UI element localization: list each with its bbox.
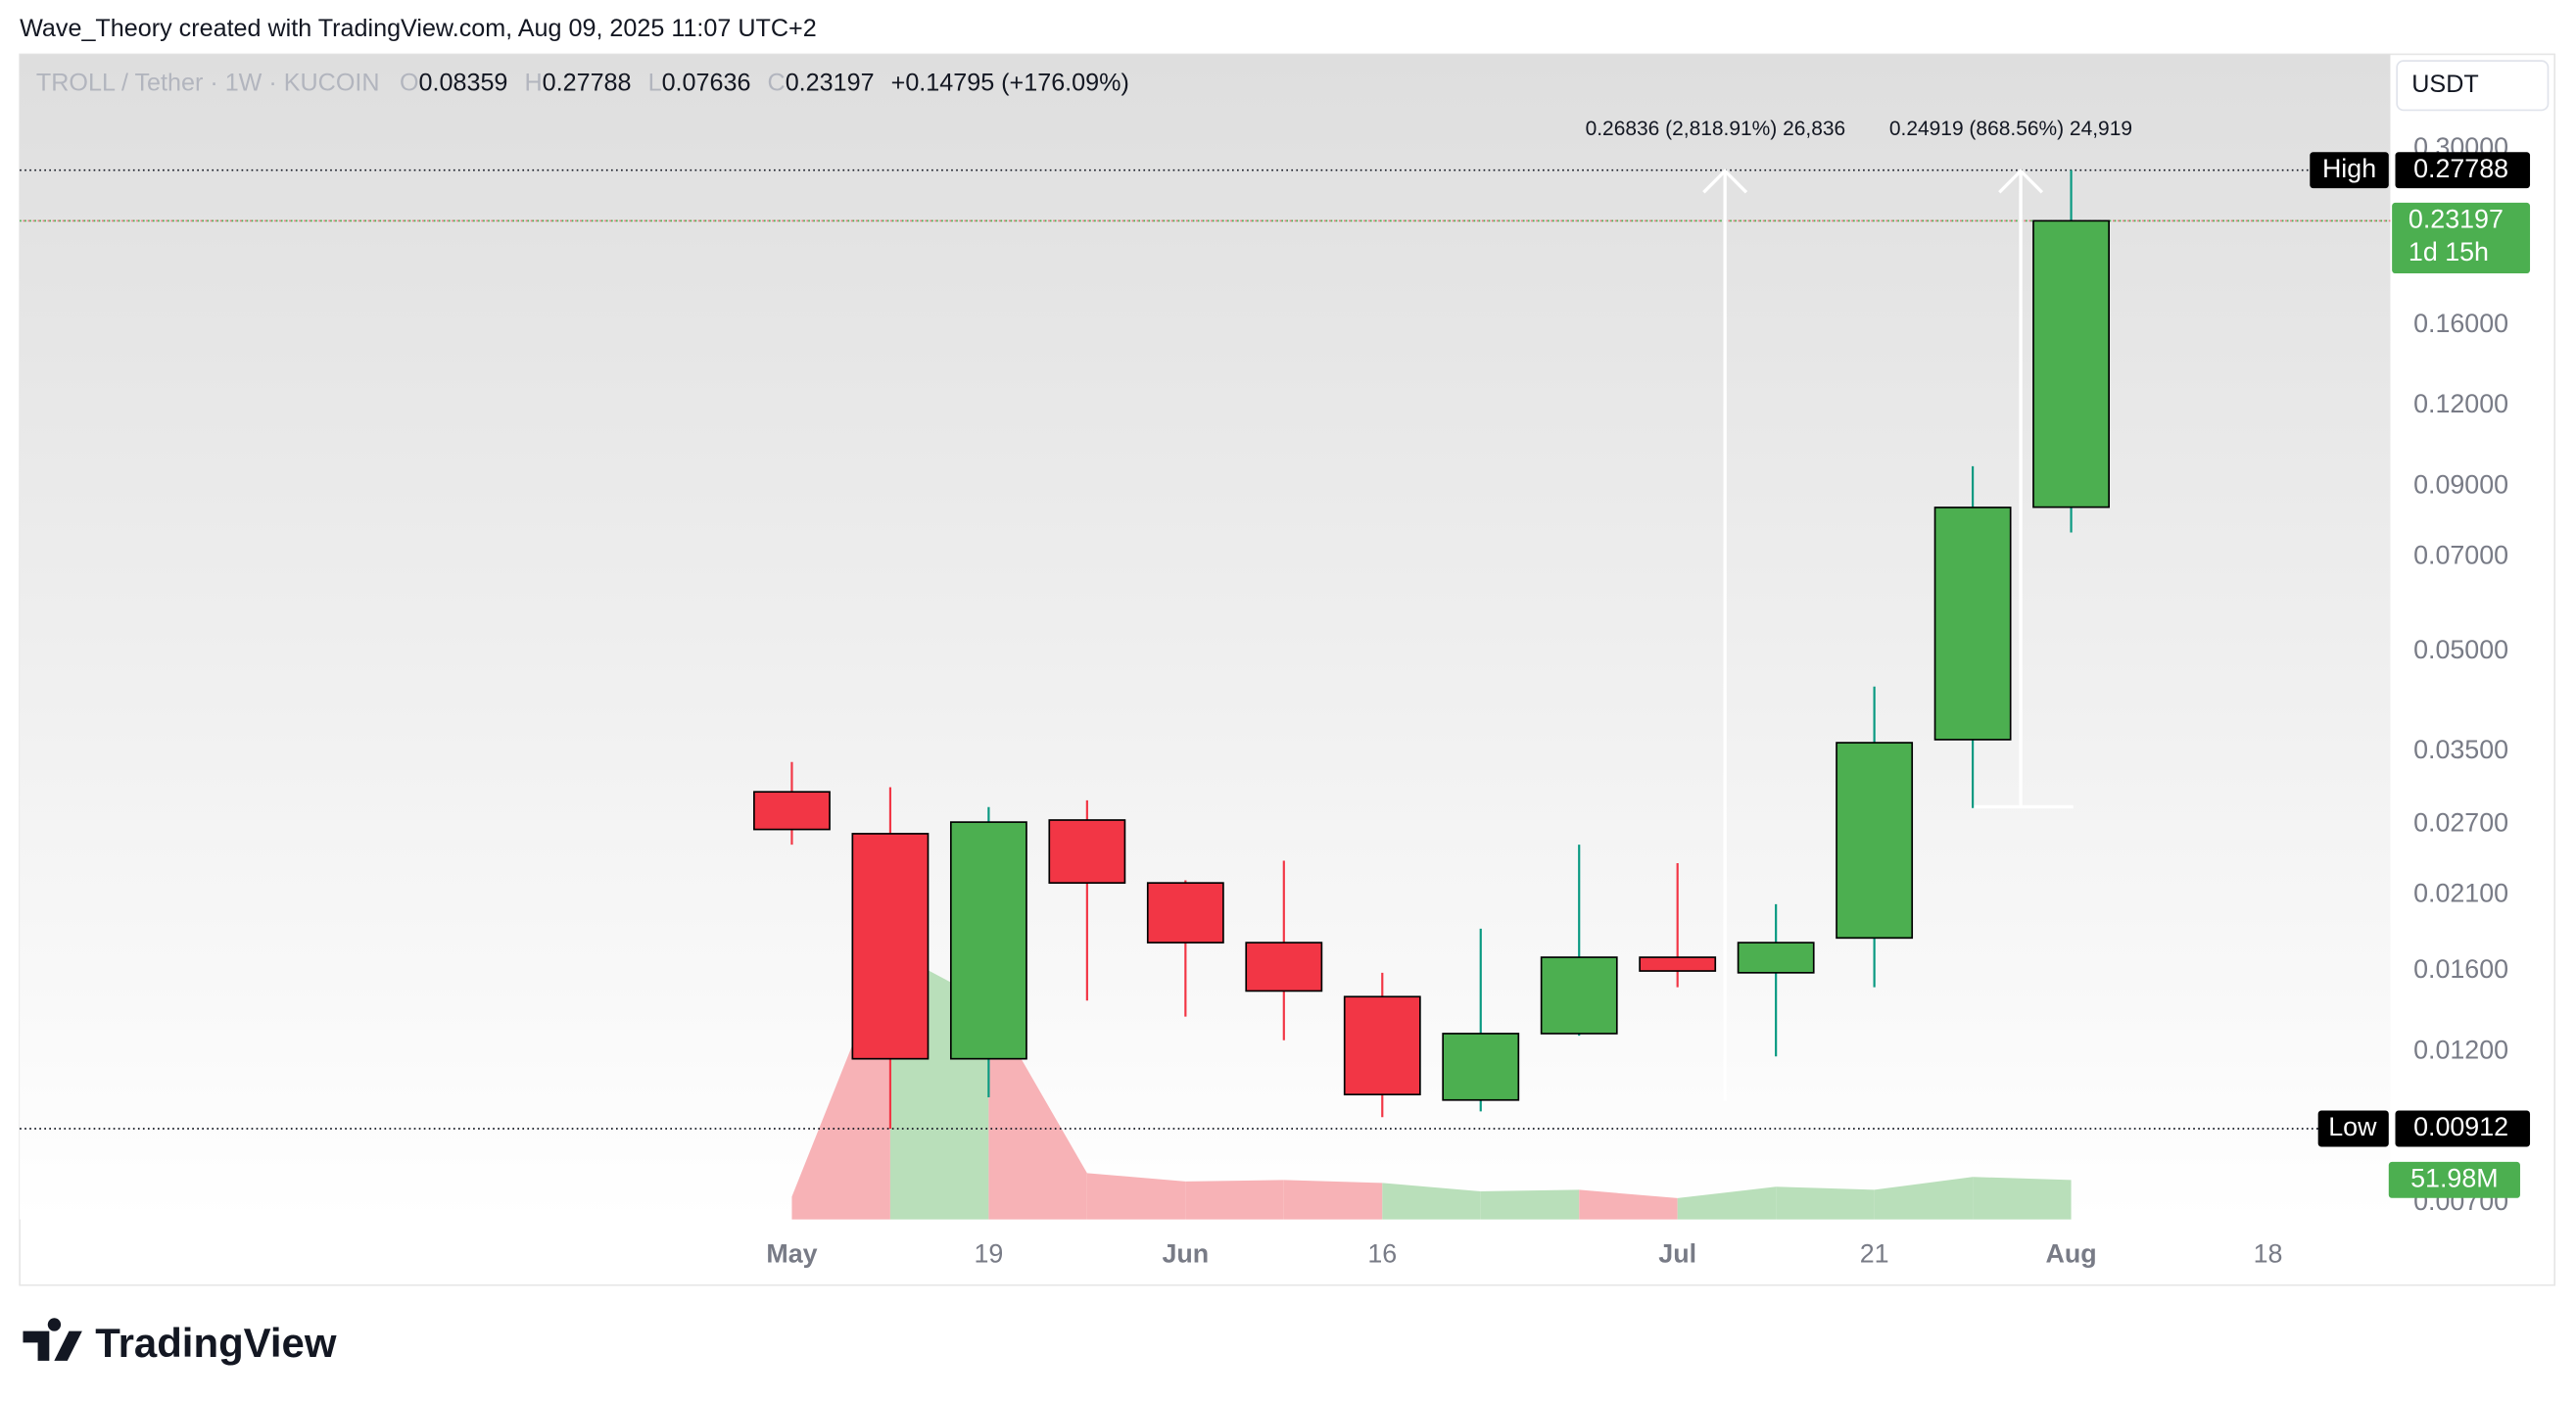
x-tick-label: 16 xyxy=(1367,1239,1397,1269)
low-tag xyxy=(2317,1110,2389,1147)
candle-body xyxy=(1048,819,1126,885)
x-tick-label: 21 xyxy=(1860,1239,1889,1269)
y-tick-label: 0.02700 xyxy=(2413,807,2508,837)
x-tick-label: 18 xyxy=(2254,1239,2283,1269)
low-label: Low xyxy=(2328,1112,2377,1141)
volume-area xyxy=(1677,1186,1777,1220)
candle-body xyxy=(1737,942,1815,974)
y-tick-label: 0.12000 xyxy=(2413,389,2508,418)
x-tick-label: Jul xyxy=(1658,1239,1696,1269)
y-tick-label: 0.02100 xyxy=(2413,878,2508,907)
candle-body xyxy=(753,791,831,831)
high-value-tag xyxy=(2395,152,2531,189)
volume-label: 51.98M xyxy=(2410,1163,2498,1192)
y-tick-label: 0.05000 xyxy=(2413,635,2508,664)
high-tag xyxy=(2310,152,2389,189)
legend-high: 0.27788 xyxy=(543,69,632,96)
candle-body xyxy=(1343,995,1421,1095)
volume-area xyxy=(1086,1173,1186,1220)
currency-button[interactable] xyxy=(2396,60,2550,112)
low-value: 0.00912 xyxy=(2413,1112,2508,1141)
candle-body xyxy=(1836,742,1914,940)
symbol-title: TROLL / Tether · 1W · KUCOIN xyxy=(36,69,380,96)
volume-tag xyxy=(2388,1161,2520,1198)
measure-arrows xyxy=(1702,169,2074,1101)
legend-low: 0.07636 xyxy=(662,69,751,96)
brand: TradingView xyxy=(95,1320,337,1366)
volume-area xyxy=(1874,1177,1974,1220)
candle-body xyxy=(2032,219,2110,508)
last-price-tag xyxy=(2392,202,2531,274)
candle-body xyxy=(1146,882,1224,943)
legend-letter: C xyxy=(768,69,786,96)
currency[interactable]: USDT xyxy=(2411,71,2478,98)
volume-area xyxy=(1973,1177,2072,1220)
legend-line: TROLL / Tether · 1W · KUCOIN O0.08359 H0… xyxy=(36,69,1129,96)
volume-area xyxy=(1382,1183,1481,1220)
logo: TradingView xyxy=(23,1318,337,1366)
logo-mark xyxy=(23,1318,82,1361)
x-tick-label: Aug xyxy=(2045,1239,2096,1269)
countdown: 1d 15h xyxy=(2409,237,2489,266)
legend-letter: O xyxy=(400,69,419,96)
legend-close: 0.23197 xyxy=(786,69,875,96)
candle-body xyxy=(1442,1033,1520,1101)
y-tick-label: 0.07000 xyxy=(2413,541,2508,570)
legend-open: 0.08359 xyxy=(419,69,508,96)
x-tick-label: Jun xyxy=(1162,1239,1209,1269)
y-tick-label: 0.01200 xyxy=(2413,1036,2508,1065)
candle-body xyxy=(1933,507,2012,741)
x-tick-label: 19 xyxy=(974,1239,1003,1269)
attribution: Wave_Theory created with TradingView.com… xyxy=(20,15,817,42)
arrow-head xyxy=(1998,169,2044,194)
y-tick-label: 0.01600 xyxy=(2413,954,2508,984)
high-label: High xyxy=(2322,154,2376,183)
candle-body xyxy=(1639,956,1717,972)
volume-area xyxy=(1579,1189,1678,1220)
legend-letter: L xyxy=(648,69,662,96)
y-tick-label: 0.03500 xyxy=(2413,735,2508,764)
arrow-head xyxy=(1702,169,1748,194)
volume-area xyxy=(1776,1186,1875,1220)
candle-body xyxy=(1540,956,1618,1035)
volume-area xyxy=(1185,1180,1284,1220)
volume-area xyxy=(1283,1180,1383,1220)
candle-body xyxy=(949,821,1027,1060)
candle-body xyxy=(851,833,930,1060)
volume-area xyxy=(1480,1189,1580,1220)
measure-label: 0.26836 (2,818.91%) 26,836 xyxy=(1586,118,1846,140)
y-tick-label: 0.09000 xyxy=(2413,470,2508,500)
candle-body xyxy=(1245,942,1323,992)
high-value: 0.27788 xyxy=(2413,154,2508,183)
legend-change: +0.14795 (+176.09%) xyxy=(891,69,1129,96)
x-tick-label: May xyxy=(766,1239,817,1269)
low-value-tag xyxy=(2395,1110,2531,1147)
last-price: 0.23197 xyxy=(2409,204,2504,233)
y-tick-label: 0.16000 xyxy=(2413,309,2508,338)
measure-label: 0.24919 (868.56%) 24,919 xyxy=(1889,118,2132,140)
legend-letter: H xyxy=(524,69,542,96)
